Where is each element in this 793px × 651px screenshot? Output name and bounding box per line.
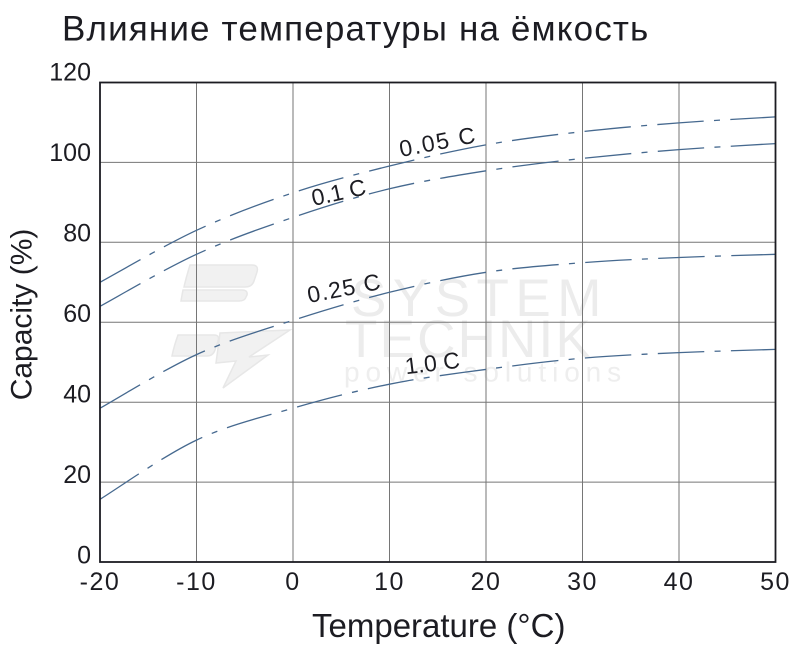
svg-text:20: 20 [471, 568, 502, 596]
svg-text:TECHNIK: TECHNIK [345, 310, 593, 369]
svg-text:-20: -20 [80, 568, 121, 596]
svg-text:Temperature (°C): Temperature (°C) [312, 607, 565, 644]
svg-text:SYSTEM: SYSTEM [351, 269, 608, 328]
svg-text:30: 30 [567, 568, 598, 596]
svg-text:80: 80 [63, 219, 91, 247]
svg-text:100: 100 [49, 139, 91, 167]
svg-text:10: 10 [374, 568, 405, 596]
svg-text:20: 20 [63, 461, 91, 489]
svg-text:50: 50 [760, 568, 791, 596]
svg-text:0: 0 [285, 568, 300, 596]
svg-text:120: 120 [49, 58, 91, 86]
svg-text:power solutions: power solutions [344, 356, 627, 387]
svg-text:-10: -10 [176, 568, 217, 596]
svg-text:40: 40 [664, 568, 695, 596]
svg-text:Capacity (%): Capacity (%) [6, 229, 39, 401]
svg-text:60: 60 [63, 300, 91, 328]
svg-text:0: 0 [77, 542, 91, 570]
svg-text:Влияние температуры на ёмкость: Влияние температуры на ёмкость [62, 10, 649, 49]
svg-text:40: 40 [63, 381, 91, 409]
